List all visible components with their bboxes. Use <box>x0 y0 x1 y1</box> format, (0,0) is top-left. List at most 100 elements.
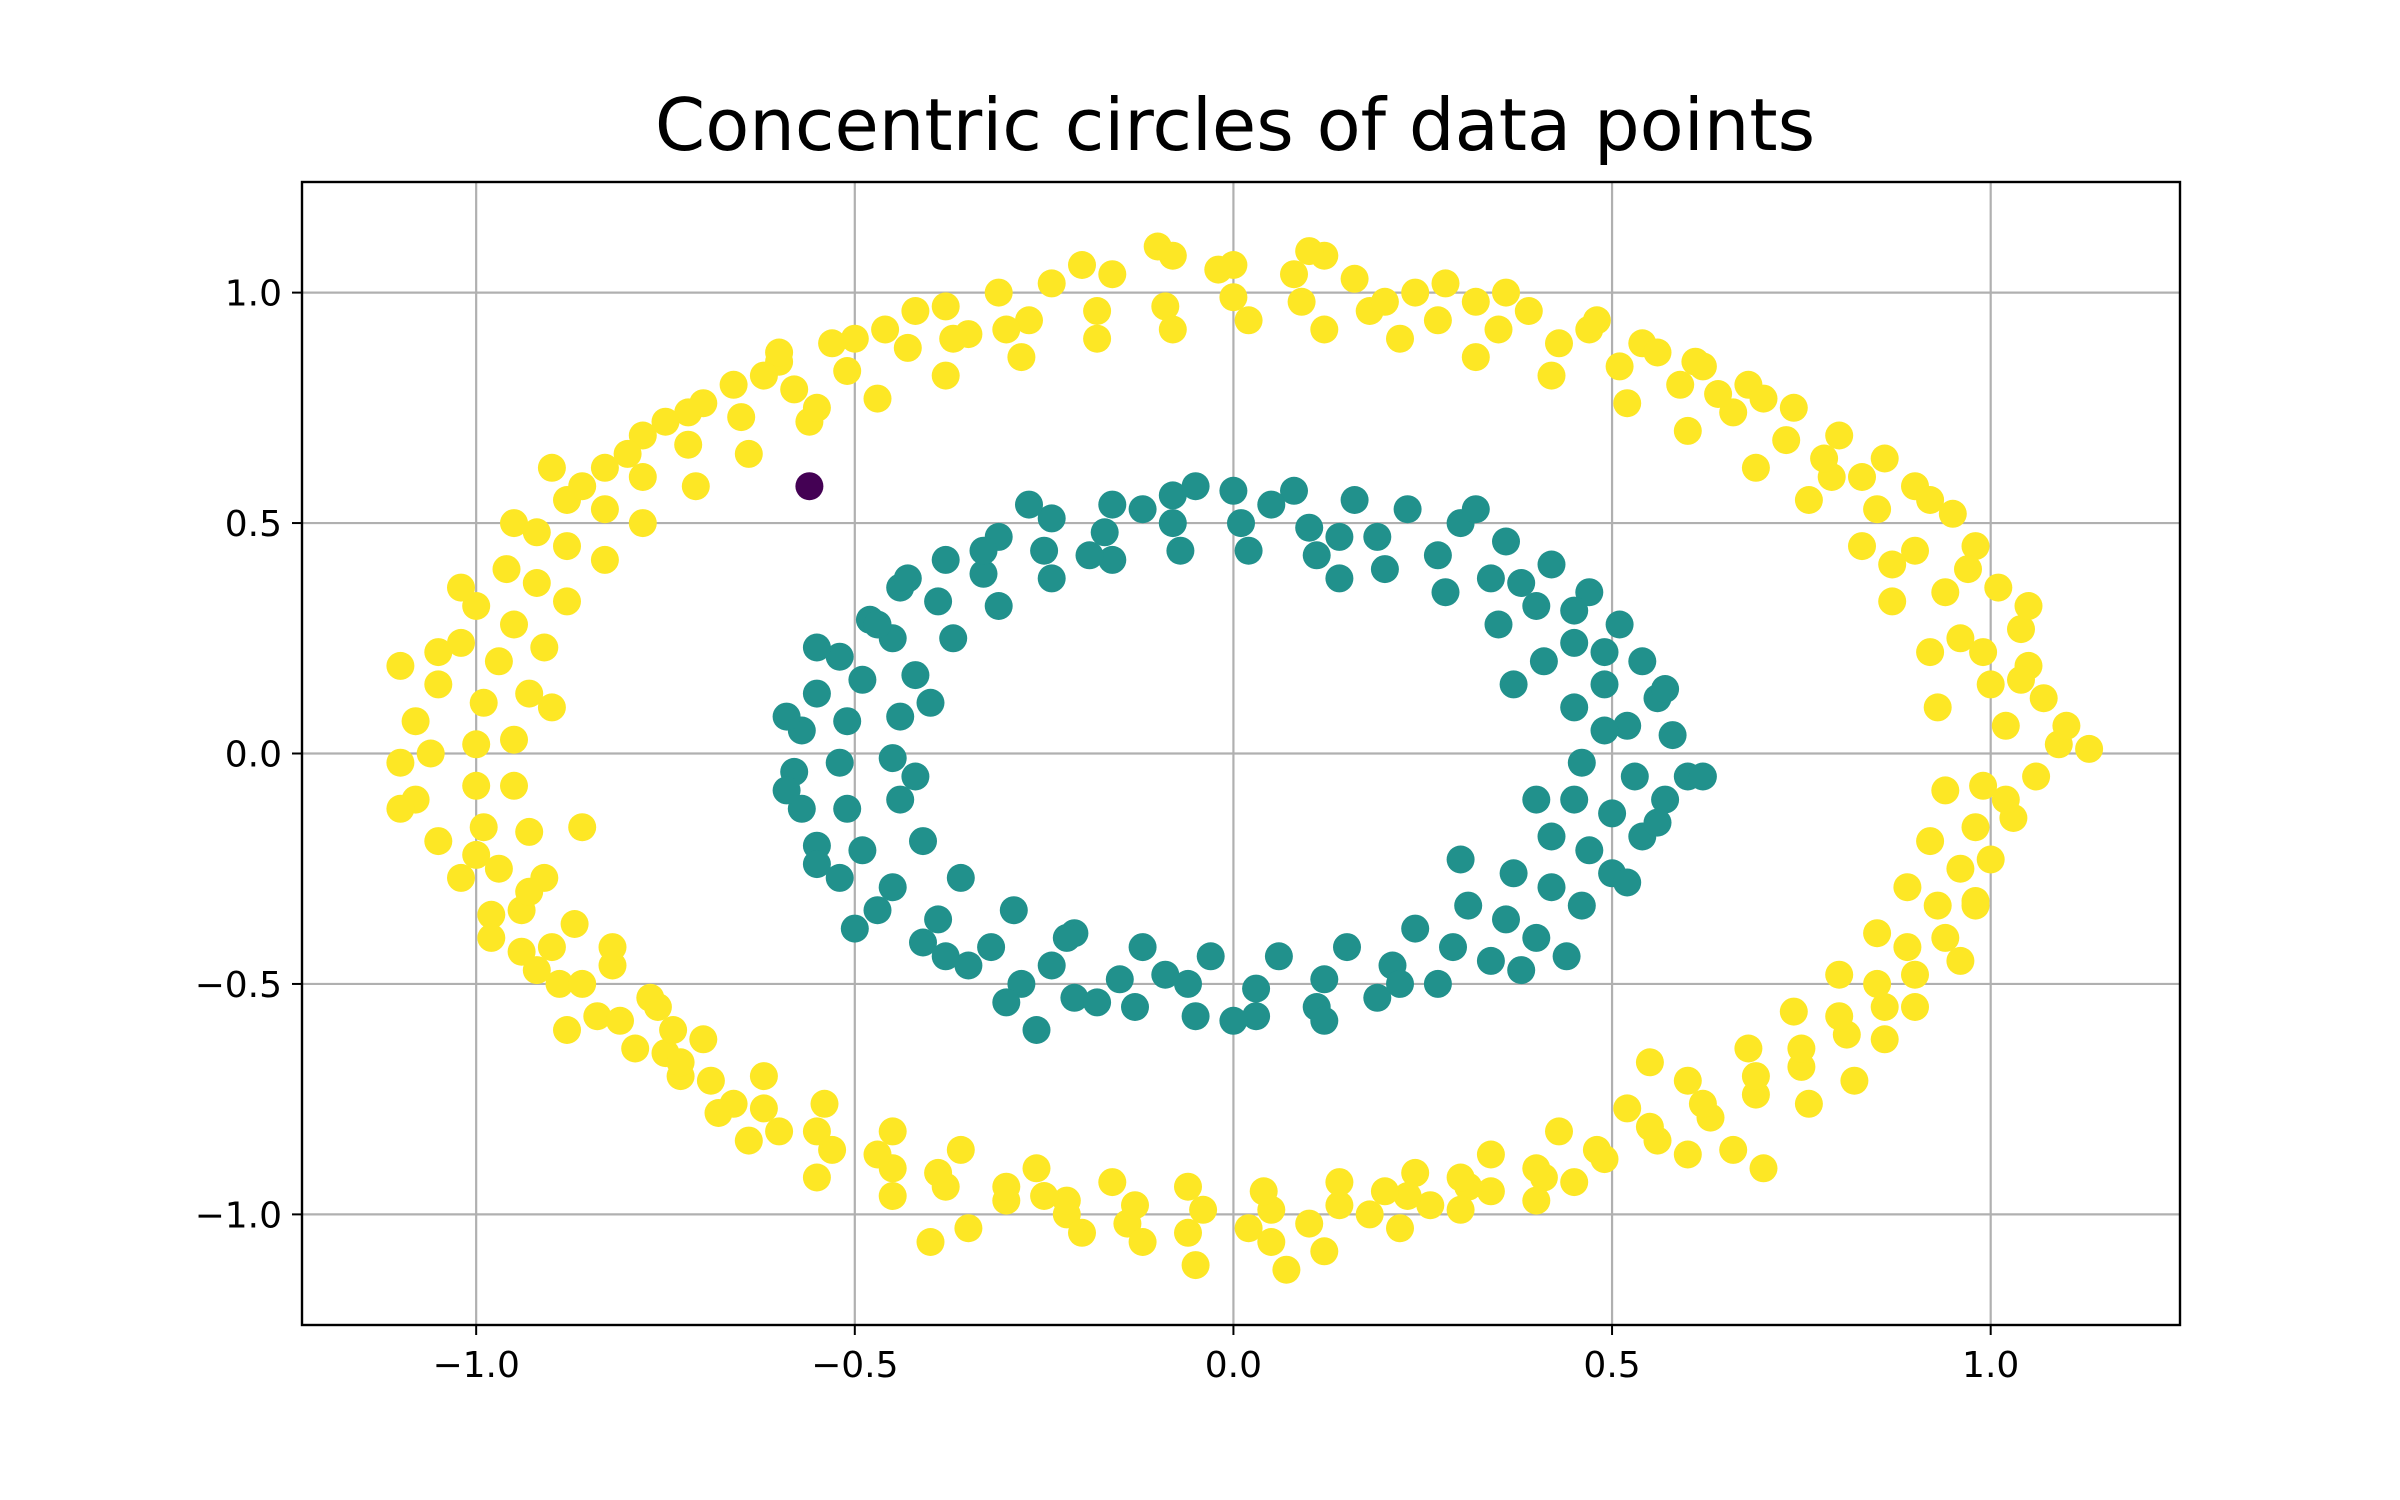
data-point <box>863 1140 892 1169</box>
data-point <box>1938 499 1967 528</box>
data-point <box>1386 324 1414 353</box>
data-point <box>1295 237 1324 266</box>
data-point <box>840 324 869 353</box>
data-point <box>522 518 551 547</box>
data-point <box>1499 670 1528 699</box>
data-point <box>689 1025 718 1054</box>
data-point <box>1658 721 1687 750</box>
data-point <box>1325 1168 1354 1197</box>
data-point <box>1461 495 1490 524</box>
data-point <box>1749 384 1778 413</box>
data-point <box>537 933 566 962</box>
data-point <box>1355 1200 1384 1229</box>
data-point <box>1333 933 1361 962</box>
data-point <box>2052 711 2081 740</box>
data-point <box>1643 808 1672 837</box>
data-point <box>1969 638 1998 667</box>
data-point <box>1401 278 1430 307</box>
data-point <box>1037 504 1066 533</box>
data-point <box>1954 555 1982 584</box>
data-point <box>1598 799 1627 828</box>
data-point <box>1931 923 1960 952</box>
data-point <box>1673 1066 1702 1095</box>
data-point <box>1242 1002 1271 1031</box>
data-point <box>1121 1191 1149 1220</box>
data-point <box>1991 785 2020 814</box>
data-point <box>1878 550 1907 579</box>
data-point <box>1015 490 1043 519</box>
data-point <box>863 896 892 925</box>
data-point <box>1370 287 1399 316</box>
data-point <box>1507 956 1536 985</box>
data-point <box>462 771 491 800</box>
data-point <box>1651 785 1680 814</box>
data-point <box>1628 647 1657 676</box>
data-point <box>1688 352 1717 381</box>
data-point <box>1613 389 1642 418</box>
data-point <box>1825 1002 1854 1031</box>
data-point <box>1870 993 1899 1021</box>
data-point <box>1961 532 1990 561</box>
data-point <box>1128 495 1157 524</box>
data-point <box>1151 292 1180 321</box>
y-tick-label: −0.5 <box>195 965 282 1006</box>
data-point <box>1068 251 1096 279</box>
data-point <box>1083 297 1112 325</box>
data-point <box>1295 1209 1324 1238</box>
data-point <box>484 647 513 676</box>
data-point <box>1476 564 1505 593</box>
data-point <box>681 472 710 501</box>
data-point <box>1976 670 2005 699</box>
data-point <box>1878 587 1907 616</box>
data-point <box>1825 421 1854 450</box>
data-point <box>1370 1177 1399 1206</box>
data-point <box>1128 933 1157 962</box>
data-point <box>1181 1002 1210 1031</box>
data-point <box>689 389 718 418</box>
data-point <box>1863 495 1892 524</box>
data-point <box>1567 891 1596 920</box>
data-point <box>1643 338 1672 367</box>
data-point <box>1613 711 1642 740</box>
data-point <box>1552 942 1581 971</box>
data-point <box>1749 1154 1778 1183</box>
data-point <box>1946 854 1975 883</box>
data-point <box>1719 1135 1748 1164</box>
data-point <box>1280 476 1308 505</box>
data-point <box>818 329 847 358</box>
x-tick-label: 0.5 <box>1583 1345 1640 1386</box>
data-point <box>1560 628 1589 657</box>
data-point <box>893 564 922 593</box>
data-point <box>1620 762 1649 791</box>
y-tick-label: 0.0 <box>225 735 282 776</box>
data-point <box>825 642 854 671</box>
data-point <box>1310 1237 1339 1266</box>
data-point <box>500 725 528 754</box>
data-point <box>1916 638 1945 667</box>
data-point <box>1461 343 1490 372</box>
data-point <box>1015 306 1043 335</box>
data-point <box>818 1135 847 1164</box>
data-point <box>386 748 415 777</box>
data-point <box>1287 287 1316 316</box>
data-point <box>401 707 430 736</box>
data-point <box>1794 1089 1823 1118</box>
data-point <box>1522 1154 1551 1183</box>
data-point <box>939 624 968 653</box>
data-point <box>568 969 597 998</box>
data-point <box>833 707 862 736</box>
data-point <box>1098 260 1127 289</box>
data-point <box>931 942 960 971</box>
data-point <box>583 1002 612 1031</box>
data-point <box>1257 1228 1286 1256</box>
data-point <box>1090 518 1119 547</box>
data-point <box>1363 983 1392 1012</box>
data-point <box>1545 1117 1573 1146</box>
data-point <box>1666 370 1695 399</box>
data-point <box>1946 946 1975 975</box>
data-point <box>1931 578 1960 607</box>
data-point <box>447 573 475 602</box>
data-point <box>1893 933 1922 962</box>
data-point <box>515 877 544 906</box>
data-point <box>500 509 528 538</box>
